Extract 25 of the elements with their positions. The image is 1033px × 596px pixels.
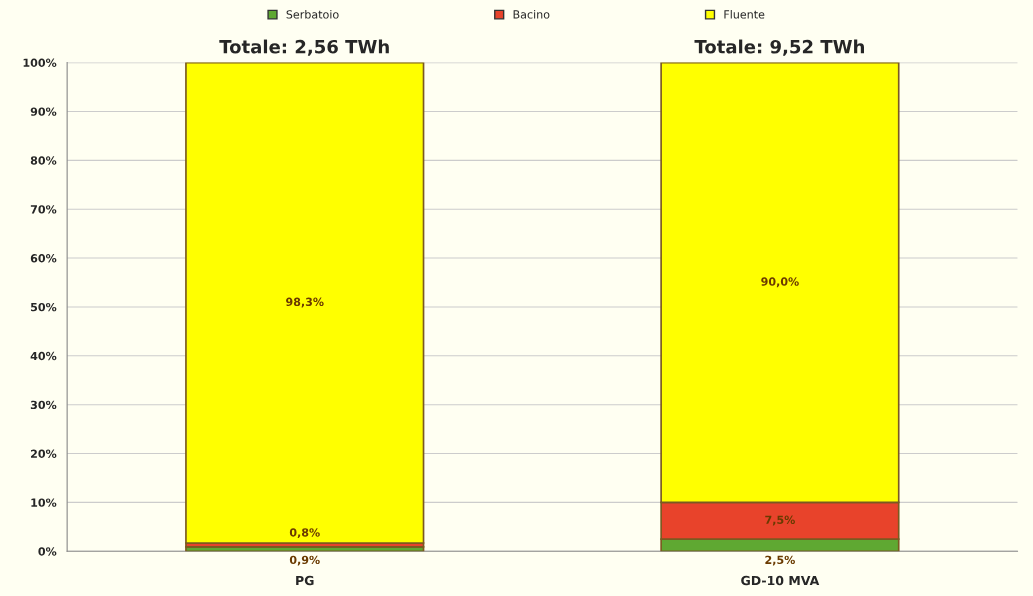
data-label: 90,0% [761,277,799,288]
x-tick-label: PG [296,575,314,586]
y-tick-label: 40% [30,351,57,361]
legend-label: Serbatoio [286,10,339,19]
y-tick-label: 20% [31,449,57,458]
y-tick-label: 100% [23,58,57,67]
y-tick-label: 90% [30,107,57,116]
annotation: Totale: 9,52 TWh [694,39,865,56]
y-tick-label: 10% [31,498,57,507]
annotation: Totale: 2,56 TWh [219,39,389,56]
y-tick-label: 30% [30,400,57,410]
data-label: 98,3% [286,297,324,308]
y-tick-label: 50% [30,302,57,312]
data-label: 0,8% [289,528,320,539]
legend-label: Fluente [724,10,765,19]
y-tick-label: 60% [30,254,57,263]
data-label: 0,9% [289,555,320,566]
bar [185,62,425,544]
y-tick-label: 80% [30,156,57,165]
x-tick-label: GD-10 MVA [741,575,820,586]
data-label: 7,5% [765,515,795,526]
data-label: 2,5% [765,555,795,566]
y-tick-label: 0% [38,547,57,556]
y-tick-label: 70% [30,205,57,214]
legend-label: Bacino [513,10,550,19]
